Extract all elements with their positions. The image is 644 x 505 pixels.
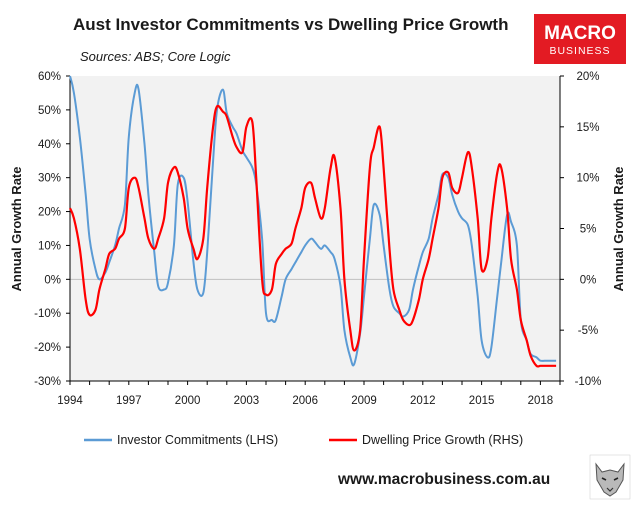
x-tick-label: 2018 [528, 395, 554, 407]
series-line-dwelling-price-growth [68, 104, 557, 368]
x-tick-label: 2015 [469, 395, 495, 407]
y-axis-left-ticks: -30% -20% -10% 0% 10% 20% 30% 40% 50% 60% [34, 71, 70, 388]
x-tick-label: 2006 [292, 395, 318, 407]
legend-label-dwelling: Dwelling Price Growth (RHS) [362, 433, 523, 447]
y-right-tick-label: 0% [580, 274, 597, 286]
y-left-tick-label: -10% [34, 308, 61, 320]
y-left-tick-label: 20% [38, 207, 61, 219]
y-right-tick-label: 10% [576, 173, 599, 185]
x-tick-label: 2009 [351, 395, 377, 407]
legend: Investor Commitments (LHS) Dwelling Pric… [84, 433, 523, 447]
x-tick-label: 1994 [57, 395, 83, 407]
series-lines [68, 75, 557, 368]
y-axis-right-ticks: -10% -5% 0% 5% 10% 15% 20% [560, 71, 601, 388]
plot-area [70, 76, 560, 381]
x-axis-ticks: 1994 1997 2000 2003 2006 2009 2012 2015 2018 [57, 381, 561, 407]
y-left-tick-label: 0% [44, 274, 61, 286]
logo-background [534, 14, 626, 64]
chart-title: Aust Investor Commitments vs Dwelling Pr… [73, 15, 508, 34]
website-url: www.macrobusiness.com.au [337, 471, 550, 488]
logo-line1: MACRO [544, 23, 616, 44]
x-tick-label: 2012 [410, 395, 436, 407]
y-left-tick-label: -30% [34, 376, 61, 388]
series-line-investor-commitments [69, 75, 557, 367]
x-tick-label: 2003 [234, 395, 260, 407]
wolf-head-icon [589, 454, 631, 500]
y-left-tick-label: 40% [38, 139, 61, 151]
y-left-tick-label: -20% [34, 342, 61, 354]
y-left-tick-label: 30% [38, 173, 61, 185]
x-tick-label: 1997 [116, 395, 142, 407]
y-axis-left-label: Annual Growth Rate [9, 167, 24, 292]
y-left-tick-label: 50% [38, 105, 61, 117]
y-left-tick-label: 10% [38, 240, 61, 252]
y-axis-right-label: Annual Growth Rate [611, 167, 626, 292]
legend-label-investor: Investor Commitments (LHS) [117, 433, 278, 447]
macrobusiness-logo: MACRO BUSINESS [534, 14, 626, 64]
y-right-tick-label: 20% [576, 71, 599, 83]
y-right-tick-label: 5% [580, 224, 597, 236]
x-tick-label: 2000 [175, 395, 201, 407]
y-right-tick-label: -10% [575, 376, 602, 388]
chart-subtitle: Sources: ABS; Core Logic [80, 49, 231, 64]
logo-line2: BUSINESS [549, 45, 610, 57]
y-right-tick-label: 15% [576, 122, 599, 134]
y-left-tick-label: 60% [38, 71, 61, 83]
y-right-tick-label: -5% [578, 325, 598, 337]
